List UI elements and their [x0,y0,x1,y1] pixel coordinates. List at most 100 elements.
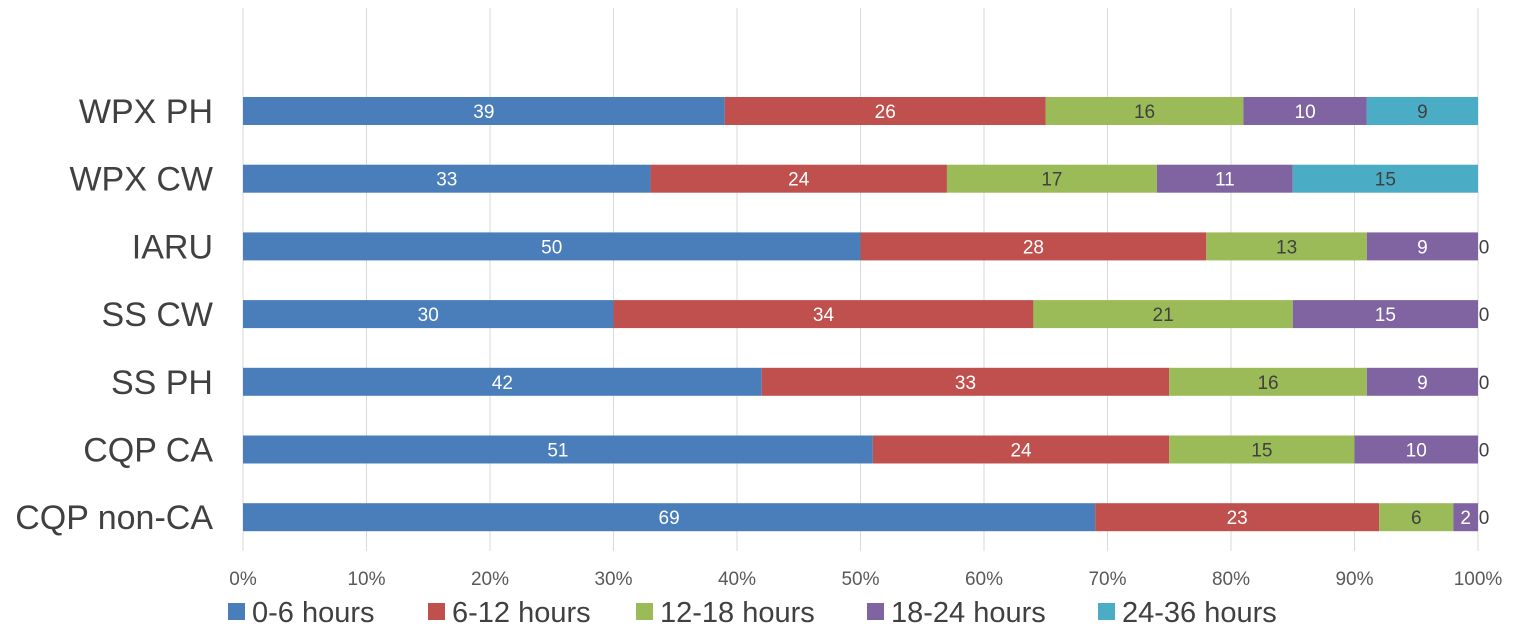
bar-segment [243,300,614,329]
bar-segment [1366,367,1478,396]
bar-segment [613,300,1034,329]
data-label: 9 [1417,373,1428,394]
category-label: SS CW [102,296,213,334]
data-label: 15 [1375,170,1396,191]
bar-segment [650,164,947,193]
data-label: 21 [1153,305,1174,326]
bar-segment [1243,97,1367,125]
bar-segment [1453,503,1478,532]
data-label: 9 [1417,237,1428,258]
bar-segment [243,367,762,396]
bar-segment [1169,435,1355,464]
data-label: 17 [1041,170,1062,191]
data-label: 15 [1375,305,1396,326]
bar-segment [1366,232,1478,261]
data-label: 69 [659,508,680,529]
legend-label: 0-6 hours [252,597,375,629]
data-label: 15 [1251,441,1272,462]
data-label: 0 [1479,373,1490,394]
x-tick-label: 100% [1454,569,1503,590]
data-label: 33 [955,373,976,394]
bar-segment [1033,300,1293,329]
bar-segment [243,435,873,464]
category-label: IARU [132,228,213,266]
bar-segment [1095,503,1380,532]
data-label: 30 [418,305,439,326]
data-label: 10 [1295,102,1316,123]
data-label: 0 [1479,237,1490,258]
data-label: 10 [1406,441,1427,462]
data-label: 42 [492,373,513,394]
data-label: 51 [547,441,568,462]
bar-segment [243,97,725,125]
data-label: 26 [875,102,896,123]
data-label: 0 [1479,305,1490,326]
data-label: 39 [473,102,494,123]
legend-label: 18-24 hours [891,597,1046,629]
data-label: 24 [1010,441,1032,462]
legend-label: 24-36 hours [1122,597,1277,629]
x-tick-label: 0% [229,569,257,590]
legend-label: 6-12 hours [452,597,591,629]
bar-segment [1156,164,1293,193]
data-label: 6 [1411,508,1422,529]
category-label: SS PH [111,364,213,402]
bar-segment [1169,367,1367,396]
legend: 0-6 hours 6-12 hours 12-18 hours 18-24 hour… [228,597,1277,629]
x-tick-label: 60% [965,569,1003,590]
legend-swatch [636,603,653,620]
category-label: CQP CA [83,432,213,470]
x-tick-label: 90% [1335,569,1373,590]
bar-segment [1379,503,1454,532]
bar-segment [761,367,1170,396]
x-tick-label: 20% [471,569,509,590]
data-label: 9 [1417,102,1428,123]
x-tick-label: 70% [1088,569,1126,590]
category-label: WPX PH [79,93,213,131]
data-label: 2 [1460,508,1471,529]
category-label: WPX CW [69,161,213,199]
bar-segment [1366,97,1478,125]
bar-segment [860,232,1207,261]
legend-swatch [228,603,245,620]
bar-segment [1206,232,1367,261]
data-label: 0 [1479,441,1490,462]
bar-segment [724,97,1046,125]
bar-segment [946,164,1157,193]
legend-swatch [867,603,884,620]
x-tick-label: 80% [1212,569,1250,590]
x-tick-label: 30% [594,569,632,590]
data-label: 16 [1257,373,1278,394]
category-label: CQP non-CA [15,499,213,537]
data-label: 34 [813,305,835,326]
bar-segment [1354,435,1478,464]
data-label: 28 [1023,237,1044,258]
x-tick-label: 40% [718,569,756,590]
x-tick-label: 50% [841,569,879,590]
bar-segment [872,435,1170,464]
legend-label: 12-18 hours [660,597,815,629]
data-label: 33 [436,170,457,191]
data-label: 50 [541,237,562,258]
bar-segment [243,232,861,261]
bar-segment [243,503,1096,532]
category-labels: WPX PH WPX CW IARU SS CW SS PH CQP CA CQP non-… [15,93,213,537]
gridlines [242,8,1479,551]
legend-swatch [1098,603,1115,620]
legend-swatch [428,603,445,620]
data-label: 0 [1479,508,1490,529]
data-label: 11 [1215,170,1235,191]
bar-segments [243,97,1478,532]
data-label: 23 [1227,508,1248,529]
bar-segment [243,164,651,193]
bar-segment [1292,300,1478,329]
data-label: 13 [1276,237,1297,258]
data-label: 24 [788,170,810,191]
bar-segment [1292,164,1478,193]
bar-segment [1045,97,1244,125]
x-tick-label: 10% [347,569,385,590]
x-axis-tick-labels: 0% 10% 20% 30% 40% 50% 60% 70% 80% 90% 100% [229,569,1502,590]
data-label: 16 [1134,102,1155,123]
